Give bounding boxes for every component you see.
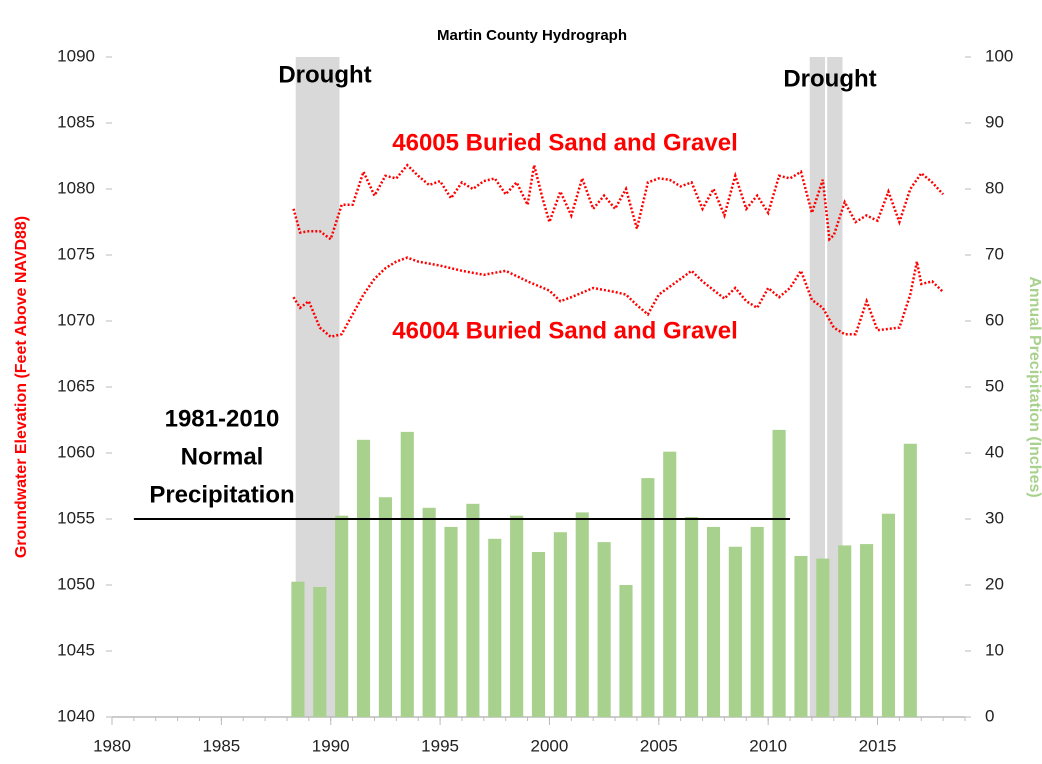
precip-bar xyxy=(772,429,786,717)
normal-label: Precipitation xyxy=(149,481,294,508)
y-tick-label: 1050 xyxy=(57,574,95,593)
x-tick-label: 1985 xyxy=(202,736,240,755)
drought-span xyxy=(809,57,826,717)
precip-bar xyxy=(838,545,852,717)
y-tick-label: 1075 xyxy=(57,244,95,263)
y-tick-label: 1070 xyxy=(57,310,95,329)
precip-bar xyxy=(488,538,502,717)
precip-bar xyxy=(510,515,524,717)
y2-tick-label: 40 xyxy=(985,442,1004,461)
y-tick-label: 1080 xyxy=(57,178,95,197)
precip-bar xyxy=(750,526,764,717)
y2-axis-label: Annual Precipitation (Inches) xyxy=(1026,276,1042,497)
precip-bar xyxy=(378,497,392,717)
precip-bar xyxy=(663,451,677,717)
y-tick-label: 1090 xyxy=(57,46,95,65)
precip-bar xyxy=(553,532,567,717)
precip-bar xyxy=(881,513,896,717)
y-tick-label: 1055 xyxy=(57,508,95,527)
precip-bar xyxy=(619,585,633,717)
normal-label: 1981-2010 xyxy=(165,405,280,432)
precip-bar xyxy=(641,478,655,717)
precip-bar xyxy=(728,546,742,717)
precip-bar xyxy=(794,555,808,717)
x-tick-label: 2000 xyxy=(531,736,569,755)
precip-bar xyxy=(816,558,830,717)
precip-bar xyxy=(685,517,699,717)
y2-tick-label: 0 xyxy=(985,706,994,725)
precip-bar xyxy=(444,526,458,717)
drought-label: Drought xyxy=(783,65,876,92)
groundwater-line xyxy=(292,163,945,242)
y2-tick-label: 30 xyxy=(985,508,1004,527)
y2-tick-label: 80 xyxy=(985,178,1004,197)
precip-bar xyxy=(531,552,546,717)
y-tick-label: 1085 xyxy=(57,112,95,131)
precip-bar xyxy=(356,439,371,717)
precip-bar xyxy=(903,443,917,717)
chart-title: Martin County Hydrograph xyxy=(437,27,627,44)
precip-bar xyxy=(313,586,327,717)
precip-bar xyxy=(335,515,349,717)
groundwater-line xyxy=(292,256,944,339)
x-tick-label: 2010 xyxy=(749,736,787,755)
y2-tick-label: 60 xyxy=(985,310,1004,329)
x-tick-label: 1990 xyxy=(312,736,350,755)
y-tick-label: 1040 xyxy=(57,706,95,725)
precip-bar xyxy=(597,542,611,717)
y2-tick-label: 100 xyxy=(985,46,1013,65)
y-axis-label: Groundwater Elevation (Feet Above NAVD88… xyxy=(13,216,30,558)
precip-bar xyxy=(466,503,480,717)
precip-bar xyxy=(860,544,874,717)
x-tick-label: 2005 xyxy=(640,736,678,755)
precip-bar xyxy=(706,526,721,717)
y2-tick-label: 70 xyxy=(985,244,1004,263)
precip-bar xyxy=(400,431,414,717)
drought-label: Drought xyxy=(278,61,371,88)
normal-label: Normal xyxy=(181,443,264,470)
series-label: 46005 Buried Sand and Gravel xyxy=(392,129,737,156)
y-tick-label: 1065 xyxy=(57,376,95,395)
y-tick-label: 1045 xyxy=(57,640,95,659)
y-tick-label: 1060 xyxy=(57,442,95,461)
precip-bar xyxy=(422,507,436,717)
precip-bar xyxy=(291,581,305,717)
y2-tick-label: 90 xyxy=(985,112,1004,131)
y2-tick-label: 50 xyxy=(985,376,1004,395)
x-tick-label: 1980 xyxy=(93,736,131,755)
series-label: 46004 Buried Sand and Gravel xyxy=(392,317,737,344)
y2-tick-label: 10 xyxy=(985,640,1004,659)
x-tick-label: 1995 xyxy=(421,736,459,755)
precip-bar xyxy=(575,512,589,717)
x-tick-label: 2015 xyxy=(859,736,897,755)
y2-tick-label: 20 xyxy=(985,574,1004,593)
